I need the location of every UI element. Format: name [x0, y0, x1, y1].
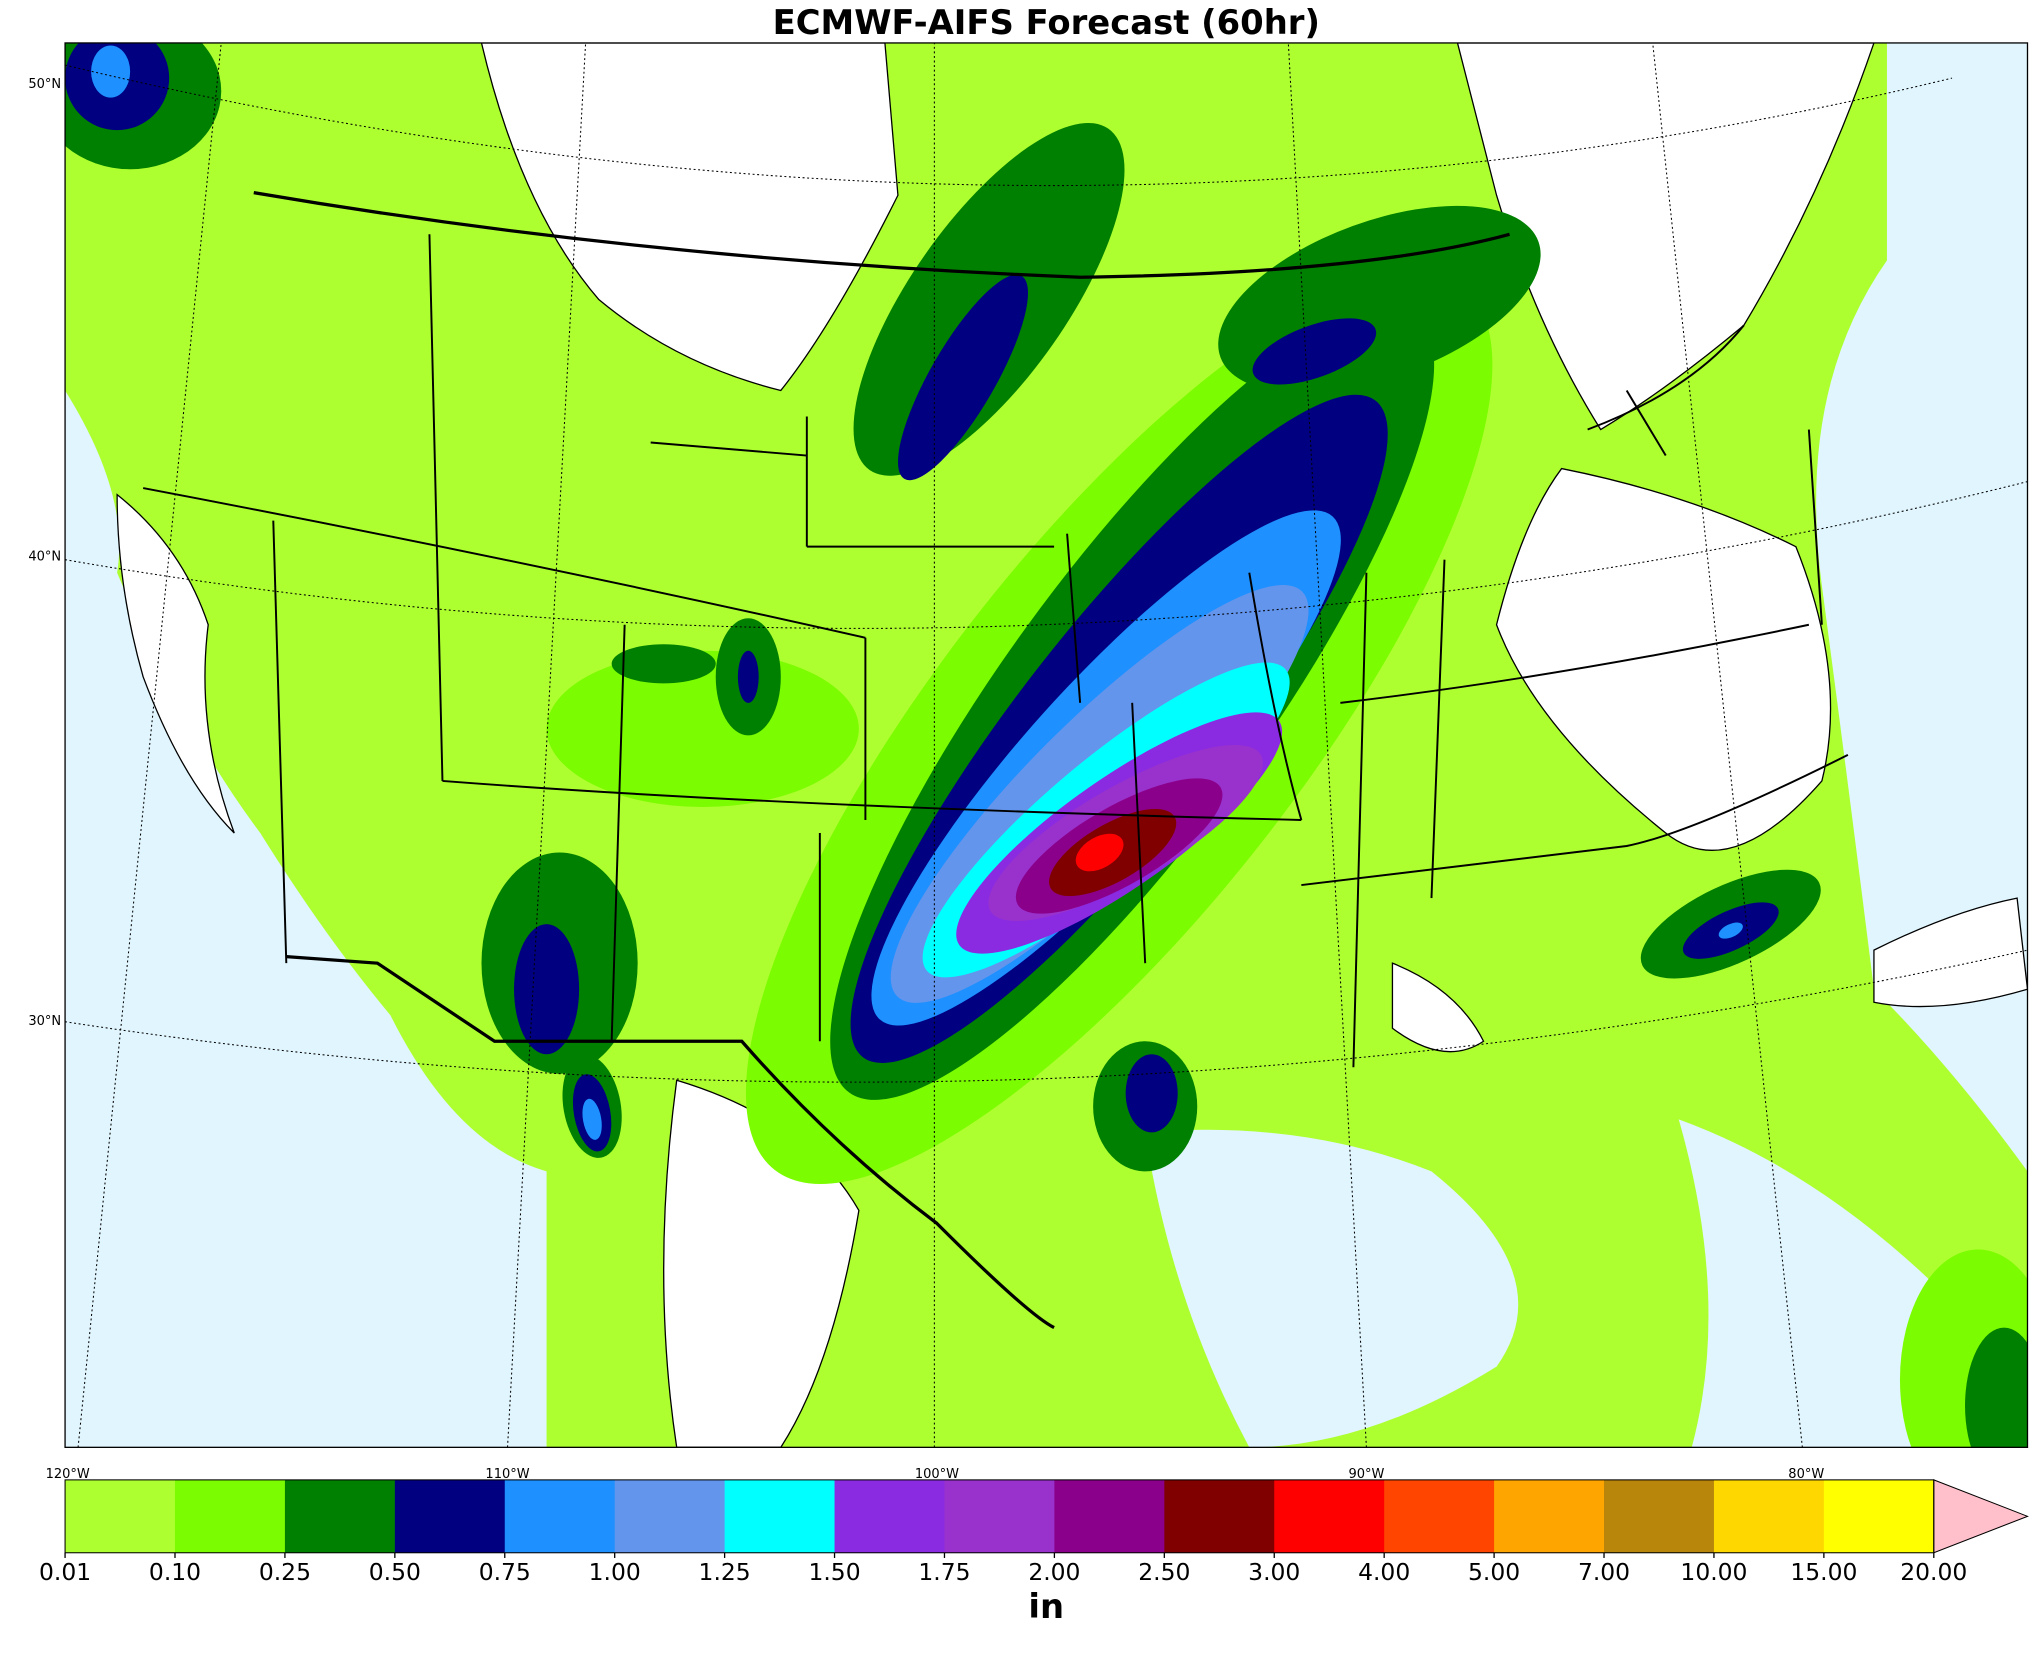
colorbar-tick-label: 3.00	[1248, 1558, 1300, 1586]
colorbar-segment	[1384, 1479, 1495, 1553]
precip-contour	[1252, 318, 1377, 385]
colorbar-tick-label: 10.00	[1680, 1558, 1747, 1586]
colorbar-label: in	[1028, 1587, 1064, 1626]
lon-label: 110°W	[485, 1467, 529, 1482]
colorbar-tick-label: 4.00	[1358, 1558, 1410, 1586]
precip-contour	[582, 1098, 602, 1140]
colorbar-segment	[614, 1479, 726, 1553]
colorbar-tick-label: 0.01	[39, 1558, 91, 1586]
precip-contour	[1125, 1054, 1178, 1133]
colorbar-segment	[724, 1479, 835, 1553]
colorbar-segment	[1164, 1479, 1275, 1553]
colorbar-segment	[504, 1479, 616, 1553]
precip-contour	[1718, 922, 1743, 939]
graticule	[65, 42, 2028, 1448]
colorbar-tick-label: 7.00	[1578, 1558, 1630, 1586]
colorbar-tick-label: 1.00	[589, 1558, 641, 1586]
colorbar-segment	[284, 1479, 396, 1553]
colorbar-tick-label: 2.50	[1138, 1558, 1190, 1586]
colorbar-tick-label: 0.50	[369, 1558, 421, 1586]
colorbar-extension	[1933, 1479, 2029, 1554]
map-title: ECMWF-AIFS Forecast (60hr)	[773, 3, 1320, 42]
colorbar-segment	[174, 1479, 286, 1553]
colorbar-segment	[1823, 1479, 1935, 1553]
colorbar-tick-label: 0.10	[149, 1558, 201, 1586]
ocean	[65, 42, 2028, 1448]
precip-contour	[737, 650, 759, 703]
colorbar-tick-label: 20.00	[1900, 1558, 1967, 1586]
colorbar-tick-label: 15.00	[1790, 1558, 1857, 1586]
colorbar-frame	[64, 1479, 1935, 1554]
colorbar-segment	[1274, 1479, 1385, 1553]
dry-area	[116, 42, 2028, 1448]
colorbar-segment	[944, 1479, 1055, 1553]
lat-label: 40°N	[28, 550, 61, 565]
lat-label: 50°N	[28, 77, 61, 92]
colorbar-tick-label: 1.50	[808, 1558, 860, 1586]
boundaries	[142, 191, 1849, 1330]
lon-label: 90°W	[1348, 1467, 1384, 1482]
colorbar-segment	[1604, 1479, 1715, 1553]
map-area	[65, 42, 2028, 1448]
colorbar-segment	[65, 1479, 176, 1553]
lon-label: 120°W	[46, 1467, 90, 1482]
precip-contour	[898, 274, 1028, 481]
colorbar-tick-label: 1.25	[699, 1558, 751, 1586]
map-frame	[64, 42, 2029, 1448]
colorbar-segment	[1054, 1479, 1165, 1553]
precip-contour	[514, 924, 580, 1055]
lat-label: 30°N	[28, 1014, 61, 1029]
precip-contour	[91, 45, 131, 98]
colorbar-tick-label: 0.75	[479, 1558, 531, 1586]
colorbar-segment	[834, 1479, 945, 1553]
colorbar-tick-label: 5.00	[1468, 1558, 1520, 1586]
lon-label: 100°W	[915, 1467, 959, 1482]
colorbar: 0.01 0.10 0.25 0.50 0.75 1.00 1.25 1.50 1.75 2.00…	[39, 1479, 2029, 1626]
colorbar-segment	[1494, 1479, 1605, 1553]
colorbar-segment	[1713, 1479, 1825, 1553]
precipitation	[65, 42, 2028, 1448]
precip-contour	[1075, 833, 1124, 872]
precip-contour	[611, 644, 716, 684]
colorbar-segment	[394, 1479, 506, 1553]
colorbar-tick-label: 0.25	[259, 1558, 311, 1586]
lon-label: 80°W	[1788, 1467, 1824, 1482]
precip-contour	[546, 650, 859, 807]
precip-contour	[1965, 1327, 2028, 1448]
colorbar-tick-label: 2.00	[1028, 1558, 1080, 1586]
colorbar-tick-label: 1.75	[918, 1558, 970, 1586]
